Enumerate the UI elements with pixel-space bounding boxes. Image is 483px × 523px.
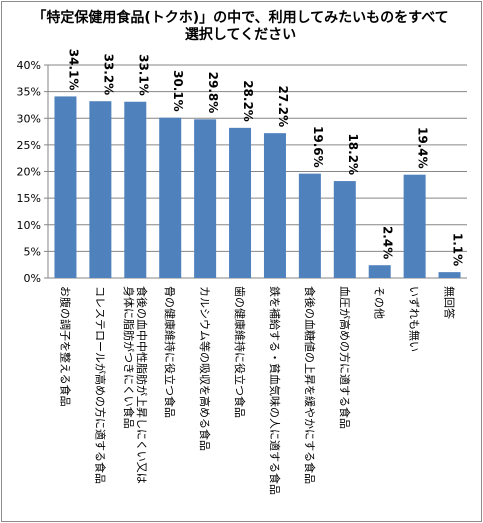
data-label: 19.6% — [311, 126, 325, 168]
bar — [438, 272, 461, 278]
x-tick-label: いずれも無い — [408, 286, 422, 352]
gridlines — [48, 64, 467, 279]
chart-title-line-1: 「特定保健用食品(トクホ)」の中で、利用してみたいものをすべて — [32, 10, 449, 26]
x-tick-label: 血圧が高めの方に適する食品 — [338, 286, 352, 429]
x-tick-label: 無回答 — [443, 286, 457, 319]
x-tick-label: お腹の調子を整える食品 — [58, 286, 72, 407]
bar — [159, 117, 182, 278]
data-label: 27.2% — [276, 86, 290, 128]
y-tick-label: 5% — [24, 245, 41, 258]
y-tick-label: 35% — [17, 86, 41, 99]
bar — [89, 101, 112, 279]
bar — [403, 174, 426, 278]
data-label: 33.2% — [101, 54, 115, 96]
data-label: 30.1% — [171, 70, 185, 112]
y-tick-label: 40% — [17, 59, 41, 72]
y-tick-label: 10% — [17, 219, 41, 232]
bar — [194, 119, 217, 278]
data-labels: 34.1% 33.2% 33.1% 30.1% 29.8% 28.2% 27.2% 19.6%… — [66, 49, 464, 266]
y-tick-label: 15% — [17, 192, 41, 205]
data-label: 1.1% — [451, 233, 465, 266]
chart-title: 「特定保健用食品(トクホ)」の中で、利用してみたいものをすべて 選択してください — [0, 10, 481, 44]
x-tick-label: 鉄を補給する・貧血気味の人に適する食品 — [268, 286, 282, 495]
x-tick-label: その他 — [373, 286, 386, 319]
bars — [54, 96, 461, 279]
bar — [229, 127, 252, 279]
data-label: 33.1% — [136, 54, 150, 96]
data-label: 34.1% — [66, 49, 80, 91]
bar — [54, 96, 77, 278]
bar — [263, 133, 286, 278]
bar — [333, 181, 356, 278]
x-tick-label: 骨の健康維持に役立つ食品 — [163, 286, 177, 418]
x-tick-label: 身体に脂肪がつきにくい食品 — [122, 286, 136, 429]
x-tick-label: コレステロールが高めの方に適する食品 — [93, 286, 107, 484]
y-axis: 0% 5% 10% 15% 20% 25% 30% 35% 40% — [17, 59, 49, 285]
data-label: 19.4% — [416, 127, 430, 169]
y-tick-label: 25% — [17, 139, 41, 152]
x-axis-labels: お腹の調子を整える食品 コレステロールが高めの方に適する食品 食後の血中中性脂肪が上… — [58, 286, 456, 495]
y-tick-label: 30% — [17, 112, 41, 125]
x-tick-label: 食後の血中中性脂肪が上昇しにくい又は — [135, 286, 149, 484]
data-label: 18.2% — [346, 133, 360, 175]
bar — [368, 265, 391, 278]
bar — [124, 101, 147, 279]
bar — [298, 173, 321, 278]
chart-title-line-2: 選択してください — [184, 27, 297, 43]
x-tick-label: カルシウム等の吸収を高める食品 — [198, 286, 212, 451]
data-label: 2.4% — [381, 226, 395, 259]
y-tick-label: 20% — [17, 166, 41, 179]
x-tick-label: 食後の血糖値の上昇を緩やかにする食品 — [303, 286, 317, 484]
y-tick-label: 0% — [24, 272, 41, 285]
x-tick-label: 歯の健康維持に役立つ食品 — [233, 286, 247, 418]
data-label: 28.2% — [241, 80, 255, 122]
data-label: 29.8% — [206, 72, 220, 114]
